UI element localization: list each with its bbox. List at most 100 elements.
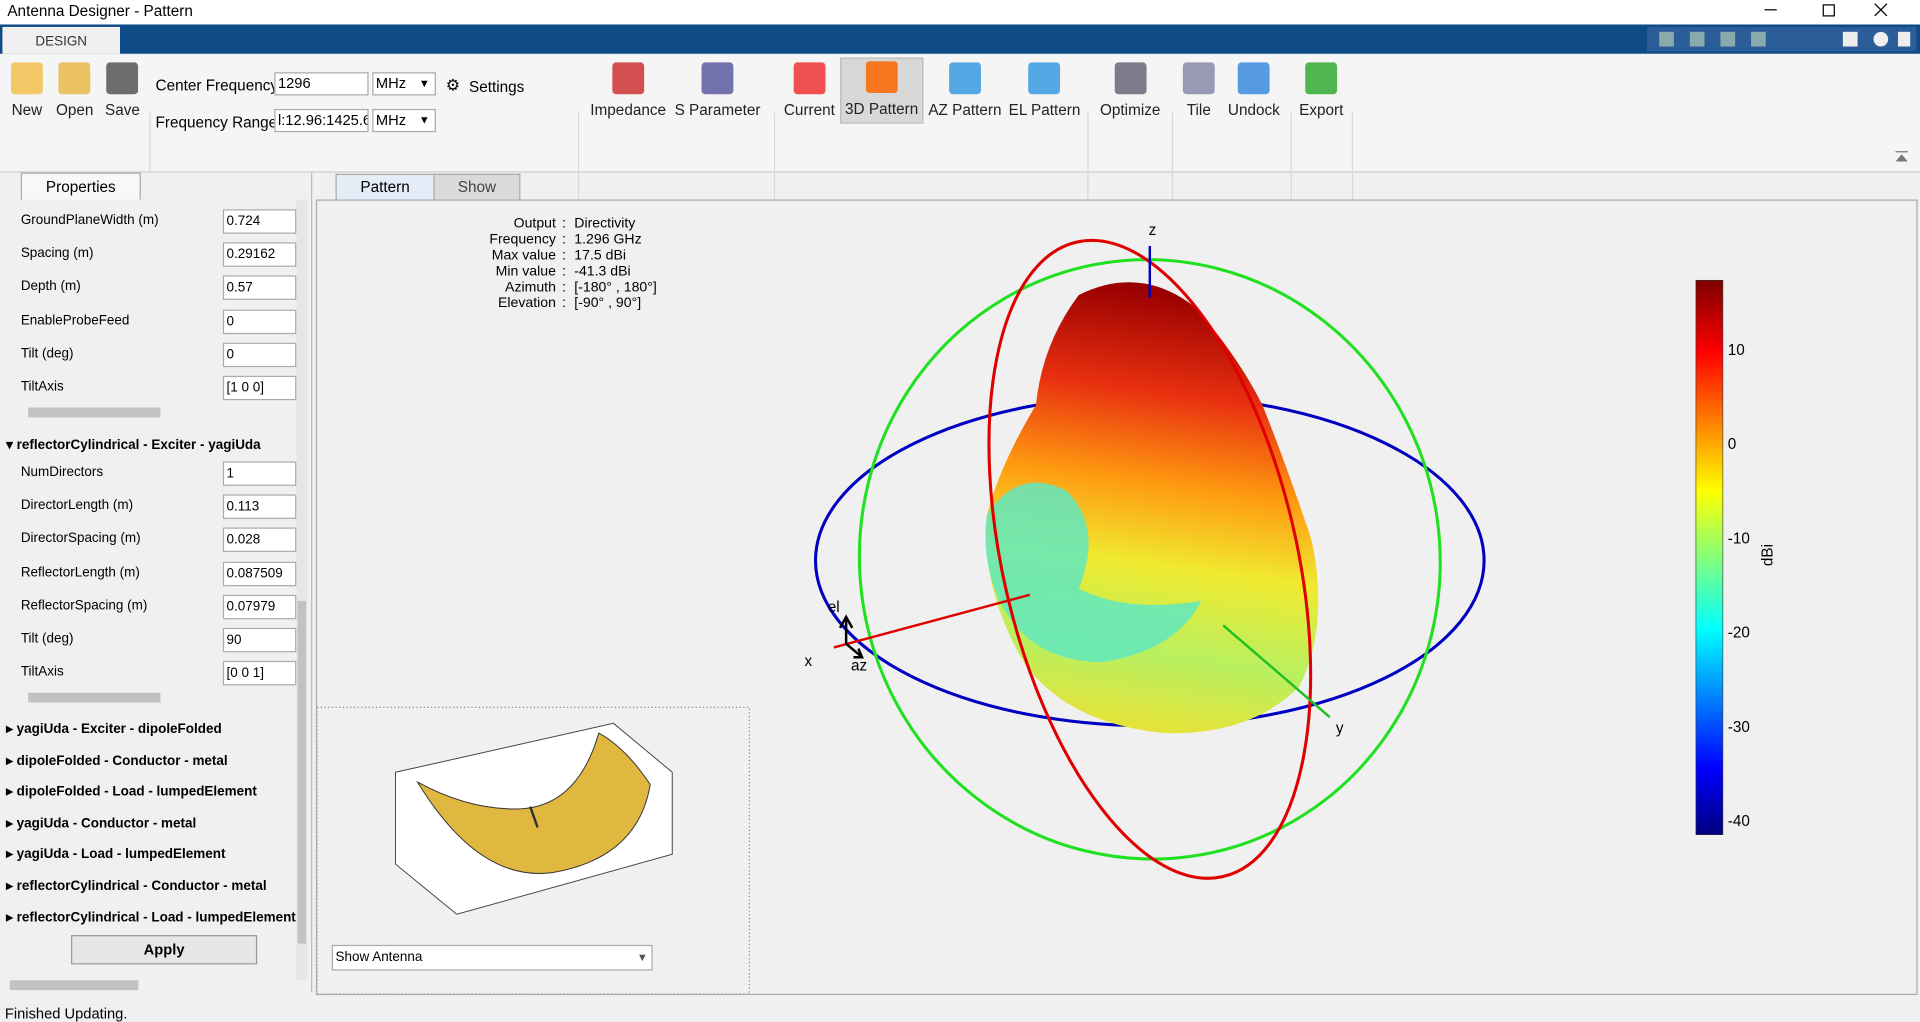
antenna-reflector bbox=[416, 732, 651, 874]
properties-panel: Properties Apply GroundPlaneWidth (m) 0.7… bbox=[0, 172, 313, 993]
property-name: TiltAxis bbox=[20, 664, 64, 680]
collapsed-section[interactable]: ▸ reflectorCylindrical - Conductor - met… bbox=[6, 878, 267, 894]
properties-tab[interactable]: Properties bbox=[20, 172, 141, 200]
x-axis bbox=[833, 593, 1031, 649]
property-value[interactable]: 0.57 bbox=[222, 275, 297, 301]
collapse-ribbon[interactable] bbox=[1893, 149, 1910, 164]
collapsed-section[interactable]: ▸ reflectorCylindrical - Load - lumpedEl… bbox=[6, 910, 296, 925]
pattern-plot bbox=[317, 209, 1724, 994]
frequency-range-unit[interactable]: MHz ▼ bbox=[372, 108, 436, 133]
ribbon-button[interactable]: Export bbox=[1299, 60, 1343, 119]
ribbon-button[interactable]: Tile bbox=[1182, 60, 1215, 119]
button-icon bbox=[612, 62, 645, 95]
ribbon-button[interactable]: Save bbox=[105, 60, 140, 119]
button-label: 3D Pattern bbox=[845, 100, 919, 118]
colorbar-tick-label: -20 bbox=[1727, 624, 1750, 642]
collapsed-section[interactable]: ▸ yagiUda - Load - lumpedElement bbox=[6, 847, 226, 863]
vertical-scrollbar[interactable] bbox=[296, 199, 308, 981]
info-value: Directivity bbox=[574, 216, 636, 232]
3d-scene[interactable] bbox=[813, 209, 1724, 910]
group-separator bbox=[1351, 112, 1354, 221]
ribbon-button[interactable]: EL Pattern bbox=[1009, 60, 1080, 119]
ribbon-button[interactable]: New bbox=[11, 60, 43, 119]
button-label: Current bbox=[783, 101, 835, 119]
quick-access-toolbar[interactable] bbox=[1646, 26, 1917, 52]
section-header[interactable]: ▾ reflectorCylindrical - Exciter - yagiU… bbox=[6, 438, 261, 453]
document-tab[interactable]: Pattern bbox=[335, 173, 435, 200]
button-icon bbox=[1028, 62, 1061, 95]
property-name: Spacing (m) bbox=[20, 246, 94, 261]
ribbon-strip bbox=[0, 24, 1920, 54]
property-name: EnableProbeFeed bbox=[20, 312, 130, 328]
center-frequency-unit[interactable]: MHz ▼ bbox=[372, 72, 436, 96]
radiation-pattern bbox=[985, 482, 1202, 663]
colorbar-tick-label: -10 bbox=[1727, 529, 1750, 548]
property-value[interactable]: 0.07979 bbox=[222, 594, 297, 620]
info-value: [-180° , 180°] bbox=[574, 280, 657, 295]
ribbon-button[interactable]: Optimize bbox=[1100, 60, 1160, 119]
info-separator: : bbox=[562, 280, 566, 295]
center-frequency-input[interactable]: 1296 bbox=[274, 72, 369, 96]
info-label: Output bbox=[513, 216, 556, 232]
ribbon-button[interactable]: Open bbox=[56, 60, 93, 119]
collapsed-section[interactable]: ▸ yagiUda - Conductor - metal bbox=[6, 816, 197, 831]
property-value[interactable]: 0.087509 bbox=[222, 561, 297, 586]
ribbon-button[interactable]: 3D Pattern bbox=[840, 57, 924, 124]
colorbar-tick-label: 10 bbox=[1727, 341, 1745, 359]
frequency-range-label: Frequency Range bbox=[155, 113, 278, 131]
property-value[interactable]: 0.028 bbox=[222, 527, 297, 553]
apply-button[interactable]: Apply bbox=[71, 935, 258, 965]
colorbar-tick-label: 0 bbox=[1727, 435, 1737, 453]
info-label: Azimuth bbox=[505, 280, 556, 295]
horizontal-scrollbar[interactable] bbox=[9, 980, 139, 991]
settings-button[interactable]: Settings bbox=[468, 78, 525, 96]
property-value[interactable]: 90 bbox=[222, 627, 297, 653]
frequency-range-input[interactable]: l:12.96:1425.6 bbox=[274, 108, 369, 133]
section-title: yagiUda - Load - lumpedElement bbox=[16, 847, 226, 863]
button-icon bbox=[1114, 62, 1147, 95]
collapsed-section[interactable]: ▸ dipoleFolded - Conductor - metal bbox=[6, 753, 228, 769]
ribbon-button[interactable]: S Parameter bbox=[675, 60, 761, 119]
axis-label: y bbox=[1335, 719, 1344, 737]
show-antenna-dropdown[interactable]: Show Antenna ▼ bbox=[331, 944, 653, 971]
group-separator bbox=[1171, 112, 1174, 221]
property-value[interactable]: 0.724 bbox=[222, 209, 297, 234]
property-value[interactable]: 1 bbox=[222, 461, 297, 486]
info-separator: : bbox=[562, 296, 566, 311]
ribbon-button[interactable]: Impedance bbox=[590, 60, 666, 119]
property-value[interactable]: [0 0 1] bbox=[222, 661, 297, 686]
button-label: Save bbox=[105, 101, 140, 119]
ribbon-button[interactable]: Current bbox=[784, 60, 835, 119]
button-label: S Parameter bbox=[674, 101, 761, 119]
title-bar: Antenna Designer - Pattern bbox=[0, 0, 1920, 25]
button-icon bbox=[793, 62, 826, 95]
unit-text: MHz bbox=[375, 74, 407, 92]
button-icon bbox=[106, 62, 139, 95]
ribbon-tab[interactable]: DESIGN bbox=[2, 26, 121, 54]
dropdown-text: Show Antenna bbox=[335, 949, 423, 965]
property-name: Tilt (deg) bbox=[20, 631, 74, 647]
property-value[interactable]: [1 0 0] bbox=[222, 375, 297, 401]
ribbon-button[interactable]: Undock bbox=[1228, 60, 1280, 119]
property-value[interactable]: 0.113 bbox=[222, 494, 297, 520]
horizontal-scrollbar[interactable] bbox=[28, 407, 161, 418]
property-value[interactable]: 0 bbox=[222, 342, 297, 367]
button-label: Impedance bbox=[590, 101, 667, 119]
info-label: Frequency bbox=[489, 232, 556, 248]
window-title: Antenna Designer - Pattern bbox=[7, 2, 193, 20]
status-text: Finished Updating. bbox=[4, 1004, 128, 1022]
horizontal-scrollbar[interactable] bbox=[28, 692, 161, 703]
document-tab[interactable]: Show bbox=[433, 173, 521, 200]
button-icon bbox=[948, 62, 981, 95]
group-separator bbox=[1290, 112, 1292, 221]
collapsed-section[interactable]: ▸ yagiUda - Exciter - dipoleFolded bbox=[6, 722, 222, 737]
property-value[interactable]: 0 bbox=[222, 309, 297, 334]
ribbon-button[interactable]: AZ Pattern bbox=[928, 60, 1001, 119]
property-value[interactable]: 0.29162 bbox=[222, 242, 297, 268]
window-controls[interactable] bbox=[1751, 0, 1920, 24]
info-label: Elevation bbox=[497, 296, 556, 311]
button-icon bbox=[11, 62, 43, 95]
pattern-view: Show Antenna ▼ Output: Directivity Frequenc… bbox=[315, 199, 1918, 996]
collapsed-section[interactable]: ▸ dipoleFolded - Load - lumpedElement bbox=[6, 784, 257, 800]
